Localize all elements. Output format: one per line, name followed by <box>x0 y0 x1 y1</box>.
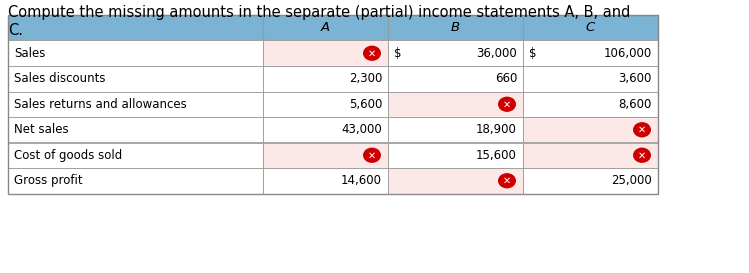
Bar <box>263 91 388 117</box>
Text: Sales discounts: Sales discounts <box>14 72 106 85</box>
Bar <box>8 143 263 168</box>
Bar <box>388 117 523 143</box>
Text: Compute the missing amounts in the separate (partial) income statements A, B, an: Compute the missing amounts in the separ… <box>8 5 631 20</box>
Bar <box>388 91 523 117</box>
Bar <box>263 143 388 168</box>
Bar <box>523 91 658 117</box>
Ellipse shape <box>498 97 516 112</box>
Text: 2,300: 2,300 <box>348 72 382 85</box>
Text: $: $ <box>529 47 536 60</box>
Bar <box>388 15 523 40</box>
Text: Sales returns and allowances: Sales returns and allowances <box>14 98 187 111</box>
Text: ✕: ✕ <box>368 150 376 160</box>
Ellipse shape <box>633 148 651 163</box>
Text: 3,600: 3,600 <box>619 72 652 85</box>
Bar <box>8 91 263 117</box>
Bar <box>263 66 388 91</box>
Bar <box>523 66 658 91</box>
Text: ✕: ✕ <box>503 99 511 109</box>
Text: Cost of goods sold: Cost of goods sold <box>14 149 122 162</box>
Text: 43,000: 43,000 <box>342 123 382 136</box>
Bar <box>263 15 388 40</box>
Text: 5,600: 5,600 <box>348 98 382 111</box>
Bar <box>8 15 263 40</box>
Bar <box>263 168 388 194</box>
Ellipse shape <box>363 148 381 163</box>
Text: 36,000: 36,000 <box>476 47 517 60</box>
Bar <box>523 143 658 168</box>
Bar <box>8 117 263 143</box>
Text: 660: 660 <box>494 72 517 85</box>
Text: 106,000: 106,000 <box>604 47 652 60</box>
Text: 8,600: 8,600 <box>619 98 652 111</box>
Text: 18,900: 18,900 <box>476 123 517 136</box>
Text: Sales: Sales <box>14 47 46 60</box>
Text: ✕: ✕ <box>368 48 376 58</box>
Bar <box>8 168 263 194</box>
Bar <box>388 143 523 168</box>
Text: Net sales: Net sales <box>14 123 69 136</box>
Text: C: C <box>586 21 595 34</box>
Text: 14,600: 14,600 <box>341 174 382 187</box>
Bar <box>388 66 523 91</box>
Bar <box>388 168 523 194</box>
Bar <box>263 40 388 66</box>
Text: B: B <box>451 21 460 34</box>
Text: A: A <box>321 21 330 34</box>
Ellipse shape <box>633 122 651 137</box>
Text: ✕: ✕ <box>638 150 646 160</box>
Ellipse shape <box>498 173 516 188</box>
Bar <box>523 168 658 194</box>
Bar <box>523 15 658 40</box>
Bar <box>523 40 658 66</box>
Bar <box>8 66 263 91</box>
Bar <box>8 40 263 66</box>
Bar <box>523 117 658 143</box>
Text: Gross profit: Gross profit <box>14 174 82 187</box>
Bar <box>8 15 658 194</box>
Text: 15,600: 15,600 <box>476 149 517 162</box>
Bar <box>263 117 388 143</box>
Ellipse shape <box>363 46 381 61</box>
Text: C.: C. <box>8 23 23 38</box>
Text: 25,000: 25,000 <box>611 174 652 187</box>
Bar <box>388 40 523 66</box>
Text: ✕: ✕ <box>638 125 646 135</box>
Text: ✕: ✕ <box>503 176 511 186</box>
Text: $: $ <box>394 47 401 60</box>
